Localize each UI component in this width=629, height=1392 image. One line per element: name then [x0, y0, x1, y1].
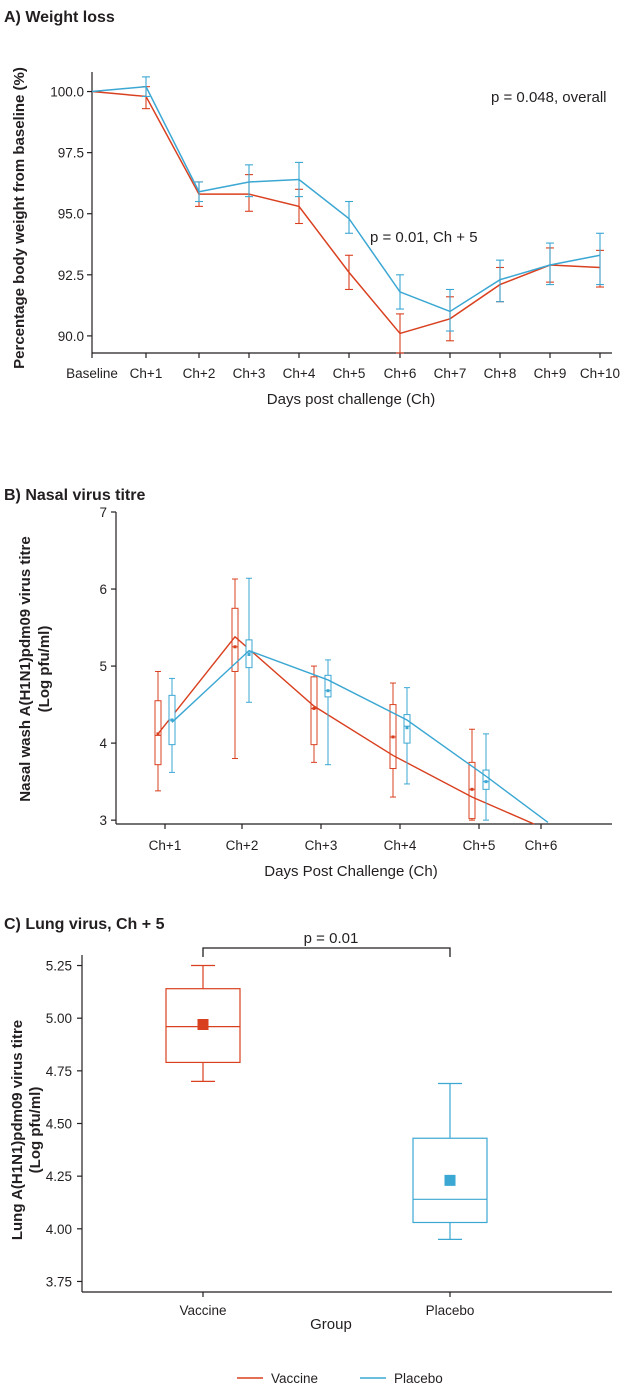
panel-b-mean-vaccine	[312, 706, 316, 710]
panel-b-x-title: Days Post Challenge (Ch)	[264, 863, 437, 880]
panel-b-axes: 3 4 5 6 7 Ch+1 Ch+2 Ch+3 Ch+4 Ch+5 Ch+6	[99, 505, 612, 853]
panel-b-x-tick-label: Ch+6	[525, 838, 558, 853]
panel-b-box-placebo	[324, 674, 332, 698]
panel-c-y-tick-label: 4.25	[46, 1169, 72, 1184]
panel-a-y-tick-label: 97.5	[58, 146, 84, 161]
panel-b-box-placebo	[482, 769, 490, 790]
panel-b-y-tick-label: 7	[99, 505, 107, 520]
panel-a-x-tick-label: Ch+9	[534, 366, 567, 381]
panel-c: C) Lung virus, Ch + 5 Lung A(H1N1)pdm09 …	[4, 916, 612, 1333]
panel-a-x-tick-label: Ch+8	[484, 366, 517, 381]
panel-c-y-title-line2: (Log pfu/ml)	[27, 1087, 44, 1174]
panel-c-mean-marker-vaccine	[197, 1019, 209, 1031]
panel-a-p-overall: p = 0.048, overall	[491, 89, 607, 106]
panel-c-y-tick-label: 3.75	[46, 1274, 72, 1289]
panel-c-mean-marker-placebo	[444, 1174, 456, 1186]
panel-b-x-tick-label: Ch+4	[384, 838, 417, 853]
panel-b-title: B) Nasal virus titre	[4, 487, 145, 504]
panel-a-line-placebo	[91, 85, 601, 313]
panel-b-line-placebo	[171, 649, 549, 824]
panel-a: A) Weight loss Percentage body weight fr…	[4, 9, 620, 408]
legend-placebo-label: Placebo	[394, 1371, 443, 1386]
panel-c-y-title-line1: Lung A(H1N1)pdm09 virus titre	[9, 1020, 26, 1240]
panel-a-x-title: Days post challenge (Ch)	[267, 391, 435, 408]
panel-c-y-tick-label: 4.50	[46, 1117, 72, 1132]
panel-b-marks	[154, 577, 549, 825]
panel-a-x-tick-label: Ch+3	[233, 366, 266, 381]
panel-b-line-vaccine	[157, 635, 535, 825]
legend-vaccine-label: Vaccine	[271, 1371, 318, 1386]
panel-b-x-tick-label: Ch+1	[149, 838, 182, 853]
panel-b-y-tick-label: 6	[99, 582, 107, 597]
panel-c-x-title: Group	[310, 1316, 352, 1333]
panel-b-mean-vaccine	[391, 735, 395, 739]
panel-c-box-vaccine	[165, 988, 241, 1064]
panel-c-p-value: p = 0.01	[304, 930, 359, 947]
panel-b-y-title-line1: Nasal wash A(H1N1)pdm09 virus titre	[17, 536, 34, 801]
panel-a-axes: 100.0 97.5 95.0 92.5 90.0 Baseline Ch+1 Ch+2 Ch+…	[50, 72, 620, 381]
panel-b-x-tick-label: Ch+5	[463, 838, 496, 853]
panel-c-y-tick-label: 5.25	[46, 959, 72, 974]
panel-c-y-tick-label: 5.00	[46, 1011, 72, 1026]
panel-b-y-tick-label: 5	[99, 659, 107, 674]
panel-a-y-title: Percentage body weight from baseline (%)	[11, 67, 28, 369]
panel-a-x-tick-label: Ch+10	[580, 366, 620, 381]
panel-a-x-tick-label: Ch+7	[434, 366, 467, 381]
panel-b-mean-vaccine	[233, 645, 237, 649]
panel-c-y-tick-label: 4.75	[46, 1064, 72, 1079]
panel-b-box-vaccine	[310, 676, 318, 746]
panel-c-title: C) Lung virus, Ch + 5	[4, 916, 165, 933]
panel-a-x-tick-label: Baseline	[66, 366, 118, 381]
panel-b-y-tick-label: 4	[99, 736, 107, 751]
panel-b-x-tick-label: Ch+2	[226, 838, 259, 853]
panel-b-mean-placebo	[405, 726, 409, 730]
panel-c-x-tick-label: Placebo	[426, 1303, 475, 1318]
panel-a-title: A) Weight loss	[4, 9, 115, 26]
panel-a-x-tick-label: Ch+5	[333, 366, 366, 381]
panel-b-y-title-line2: (Log pfu/ml)	[36, 626, 53, 713]
panel-a-x-tick-label: Ch+4	[283, 366, 316, 381]
panel-a-y-tick-label: 95.0	[58, 207, 84, 222]
panel-c-y-tick-label: 4.00	[46, 1222, 72, 1237]
panel-b-x-tick-label: Ch+3	[305, 838, 338, 853]
panel-a-p-ch5: p = 0.01, Ch + 5	[370, 229, 478, 246]
panel-a-y-tick-label: 92.5	[58, 268, 84, 283]
panel-b: B) Nasal virus titre Nasal wash A(H1N1)p…	[4, 487, 612, 880]
panel-a-x-tick-label: Ch+2	[183, 366, 216, 381]
panel-b-mean-placebo	[326, 689, 330, 693]
panel-b-mean-placebo	[170, 718, 174, 722]
panel-c-marks	[165, 947, 488, 1240]
panel-a-y-tick-label: 100.0	[50, 85, 84, 100]
panel-c-significance-bracket	[202, 947, 451, 957]
legend: Vaccine Placebo	[237, 1371, 443, 1386]
panel-a-y-tick-label: 90.0	[58, 329, 84, 344]
panel-c-x-tick-label: Vaccine	[179, 1303, 226, 1318]
panel-b-mean-placebo	[247, 653, 251, 657]
panel-b-mean-vaccine	[470, 787, 474, 791]
panel-a-x-tick-label: Ch+6	[384, 366, 417, 381]
panel-b-y-tick-label: 3	[99, 813, 107, 828]
panel-a-x-tick-label: Ch+1	[130, 366, 163, 381]
panel-c-axes: 5.25 5.00 4.75 4.50 4.25 4.00 3.75 Vaccine Place…	[46, 955, 612, 1318]
panel-b-mean-placebo	[484, 780, 488, 784]
panel-a-line-vaccine	[91, 90, 601, 335]
panel-a-marks	[91, 76, 604, 354]
